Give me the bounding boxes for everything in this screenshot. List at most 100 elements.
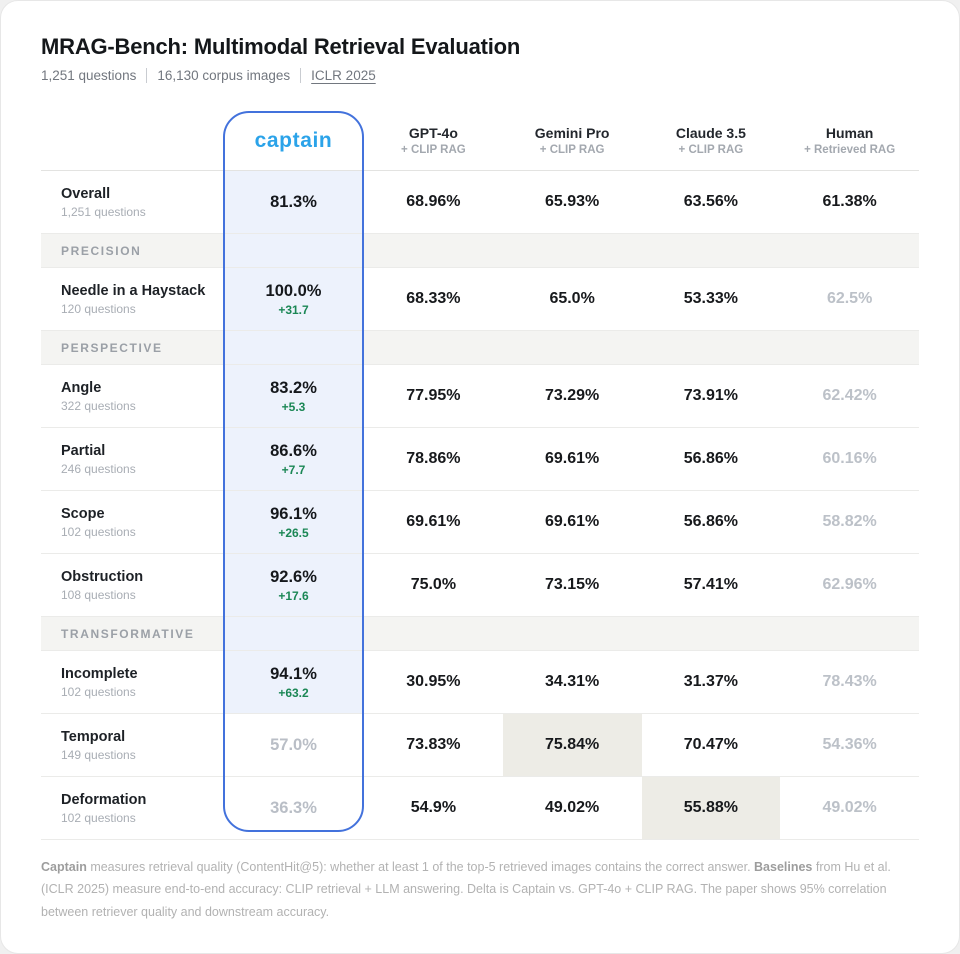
column-header-claude-35: Claude 3.5 + CLIP RAG xyxy=(642,111,781,170)
column-name: GPT-4o xyxy=(408,125,458,141)
captain-score: 36.3% xyxy=(270,798,317,817)
column-subtitle: + CLIP RAG xyxy=(539,144,605,156)
row-question-count: 102 questions xyxy=(61,810,136,825)
captain-score-cell: 57.0% xyxy=(223,714,364,776)
column-subtitle: + CLIP RAG xyxy=(678,144,744,156)
captain-score: 100.0% xyxy=(265,281,322,300)
score-cell-gpt4o: 75.0% xyxy=(410,576,457,593)
column-subtitle: + CLIP RAG xyxy=(401,144,466,156)
captain-score-cell: 36.3% xyxy=(223,777,364,839)
table-row: Overall 1,251 questions 81.3% 68.96% 65.93% 6… xyxy=(41,171,919,234)
captain-score-cell: 94.1% +63.2 xyxy=(223,651,364,713)
table-row: Deformation 102 questions 36.3% 54.9% 49.02%… xyxy=(41,777,919,840)
captain-column-cell xyxy=(223,234,364,267)
row-question-count: 149 questions xyxy=(61,747,136,762)
score-cell-gpt4o: 68.33% xyxy=(406,290,461,307)
score-cell-claude-35: 31.37% xyxy=(683,673,738,690)
table-row: Incomplete 102 questions 94.1% +63.2 30.95% 3… xyxy=(41,651,919,714)
score-cell-human: 62.96% xyxy=(822,576,877,593)
captain-score: 96.1% xyxy=(270,504,317,523)
captain-delta: +7.7 xyxy=(281,462,306,477)
row-label: Temporal xyxy=(61,728,126,745)
captain-score-cell: 81.3% xyxy=(223,171,364,233)
footnote-segment: Baselines xyxy=(754,860,813,874)
footnote-segment: measures retrieval quality (ContentHit@5… xyxy=(86,860,755,874)
best-baseline-score-cell-claude-35: 55.88% xyxy=(641,777,781,839)
section-label-cell: PRECISION xyxy=(41,244,223,258)
column-name: Human xyxy=(825,125,874,141)
section-filler xyxy=(364,617,919,650)
score-cell-human: 58.82% xyxy=(822,513,877,530)
table-row: Needle in a Haystack 120 questions 100.0% +… xyxy=(41,268,919,331)
captain-column-cell xyxy=(223,331,364,364)
score-cell-claude-35: 73.91% xyxy=(683,387,738,404)
column-name: Gemini Pro xyxy=(534,125,610,141)
row-label: Scope xyxy=(61,505,105,522)
section-label: TRANSFORMATIVE xyxy=(61,626,195,641)
section-filler xyxy=(364,234,919,267)
captain-delta: +5.3 xyxy=(281,399,306,414)
divider xyxy=(146,68,148,83)
captain-delta: +31.7 xyxy=(278,302,309,317)
row-label: Overall xyxy=(61,185,111,202)
meta-bar: 1,251 questions 16,130 corpus images ICL… xyxy=(41,68,919,83)
section-label-cell: PERSPECTIVE xyxy=(41,341,223,355)
score-cell-human: 62.5% xyxy=(826,290,873,307)
row-label-cell: Partial 246 questions xyxy=(41,443,223,476)
header: MRAG-Bench: Multimodal Retrieval Evaluat… xyxy=(1,1,959,83)
captain-score: 92.6% xyxy=(270,567,317,586)
iclr-2025-link[interactable]: ICLR 2025 xyxy=(311,68,376,83)
score-cell-gemini-pro: 34.31% xyxy=(544,673,600,690)
captain-column-cell xyxy=(223,617,364,650)
score-cell-claude-35: 63.56% xyxy=(683,193,738,210)
table-header-row: captain GPT-4o + CLIP RAG Gemini Pro + C… xyxy=(41,111,919,171)
divider xyxy=(300,68,302,83)
score-cell-human: 61.38% xyxy=(822,193,877,210)
row-question-count: 108 questions xyxy=(61,587,136,602)
captain-delta: +17.6 xyxy=(278,588,309,603)
captain-column-header: captain xyxy=(223,111,364,170)
captain-logo: captain xyxy=(254,128,333,152)
score-cell-gemini-pro: 69.61% xyxy=(544,450,600,467)
captain-score-cell: 96.1% +26.5 xyxy=(223,491,364,553)
captain-score-cell: 92.6% +17.6 xyxy=(223,554,364,616)
score-cell-claude-35: 56.86% xyxy=(683,450,738,467)
table-row: Partial 246 questions 86.6% +7.7 78.86% 69.61… xyxy=(41,428,919,491)
captain-score: 83.2% xyxy=(270,378,317,397)
score-cell-gemini-pro: 49.02% xyxy=(544,799,600,816)
row-label: Deformation xyxy=(61,791,147,808)
score-cell-gemini-pro: 73.29% xyxy=(544,387,600,404)
row-question-count: 102 questions xyxy=(61,684,136,699)
captain-score-cell: 83.2% +5.3 xyxy=(223,365,364,427)
table-row: Obstruction 108 questions 92.6% +17.6 75.0% 7… xyxy=(41,554,919,617)
score-cell-human: 54.36% xyxy=(822,736,877,753)
footnote-segment: Captain xyxy=(41,860,87,874)
score-cell-gpt4o: 73.83% xyxy=(406,736,461,753)
captain-delta: +26.5 xyxy=(278,525,309,540)
row-label: Partial xyxy=(61,442,106,459)
row-label-cell: Needle in a Haystack 120 questions xyxy=(41,283,223,316)
table-row: Scope 102 questions 96.1% +26.5 69.61% 69.61%… xyxy=(41,491,919,554)
section-label-cell: TRANSFORMATIVE xyxy=(41,627,223,641)
captain-score-cell: 100.0% +31.7 xyxy=(223,268,364,330)
section-row: TRANSFORMATIVE xyxy=(41,617,919,651)
benchmark-table: captain GPT-4o + CLIP RAG Gemini Pro + C… xyxy=(41,111,919,840)
section-row: PRECISION xyxy=(41,234,919,268)
row-question-count: 322 questions xyxy=(61,398,136,413)
captain-score-cell: 86.6% +7.7 xyxy=(223,428,364,490)
row-label-cell: Temporal 149 questions xyxy=(41,729,223,762)
row-question-count: 246 questions xyxy=(61,461,136,476)
captain-score: 86.6% xyxy=(270,441,317,460)
score-cell-human: 78.43% xyxy=(822,673,877,690)
score-cell-human: 60.16% xyxy=(822,450,877,467)
section-label: PERSPECTIVE xyxy=(61,340,163,355)
score-cell-gpt4o: 68.96% xyxy=(406,193,461,210)
best-baseline-score-cell-gemini-pro: 75.84% xyxy=(502,714,642,776)
score-cell-claude-35: 56.86% xyxy=(683,513,738,530)
row-label-cell: Overall 1,251 questions xyxy=(41,186,223,219)
score-cell-gpt4o: 78.86% xyxy=(406,450,461,467)
column-header-gpt4o: GPT-4o + CLIP RAG xyxy=(364,111,503,170)
row-label-cell: Obstruction 108 questions xyxy=(41,569,223,602)
table-row: Temporal 149 questions 57.0% 73.83% 75.84% 70… xyxy=(41,714,919,777)
